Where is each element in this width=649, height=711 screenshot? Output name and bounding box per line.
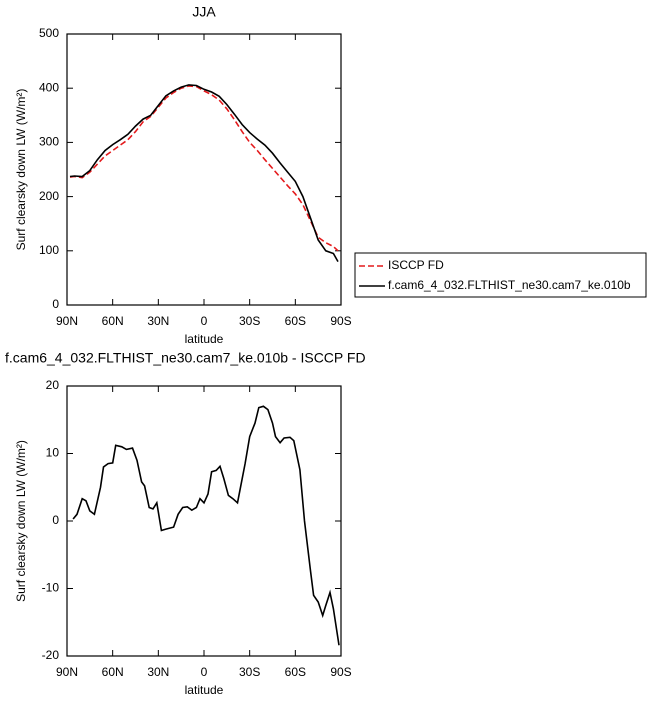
plot-frame [66, 33, 342, 306]
x-axis-label: latitude [185, 683, 224, 697]
x-tick-label: 30S [239, 665, 260, 679]
legend-label: ISCCP FD [388, 258, 444, 272]
data-line [72, 405, 340, 646]
y-axis-label: Surf clearsky down LW (W/m²) [14, 440, 28, 602]
y-tick-label: 300 [39, 135, 59, 149]
x-tick-label: 60S [285, 314, 306, 328]
y-axis-label: Surf clearsky down LW (W/m²) [14, 89, 28, 251]
x-tick-label: 90S [330, 665, 351, 679]
x-tick-label: 60S [285, 665, 306, 679]
x-tick-label: 30N [147, 665, 169, 679]
legend-box [354, 252, 647, 298]
y-tick-label: 0 [52, 297, 59, 311]
y-tick-label: 0 [52, 513, 59, 527]
x-tick-label: 0 [201, 665, 208, 679]
y-tick-label: -10 [42, 581, 60, 595]
y-tick-label: 100 [39, 243, 59, 257]
y-tick-label: 200 [39, 189, 59, 203]
data-line [69, 85, 339, 252]
x-tick-label: 60N [102, 314, 124, 328]
plot-frame [66, 385, 342, 657]
x-tick-label: 90N [56, 665, 78, 679]
y-tick-label: 10 [46, 446, 60, 460]
legend-label: f.cam6_4_032.FLTHIST_ne30.cam7_ke.010b [388, 278, 631, 292]
y-tick-label: 400 [39, 80, 59, 94]
y-tick-label: -20 [42, 648, 60, 662]
x-tick-label: 0 [201, 314, 208, 328]
x-tick-label: 30S [239, 314, 260, 328]
x-axis-label: latitude [185, 332, 224, 346]
x-tick-label: 30N [147, 314, 169, 328]
x-tick-label: 90S [330, 314, 351, 328]
data-line [69, 84, 339, 262]
x-tick-label: 90N [56, 314, 78, 328]
chart-title: f.cam6_4_032.FLTHIST_ne30.cam7_ke.010b -… [5, 350, 366, 366]
y-tick-label: 20 [46, 378, 60, 392]
y-tick-label: 500 [39, 26, 59, 40]
chart-title: JJA [192, 4, 216, 20]
x-tick-label: 60N [102, 665, 124, 679]
